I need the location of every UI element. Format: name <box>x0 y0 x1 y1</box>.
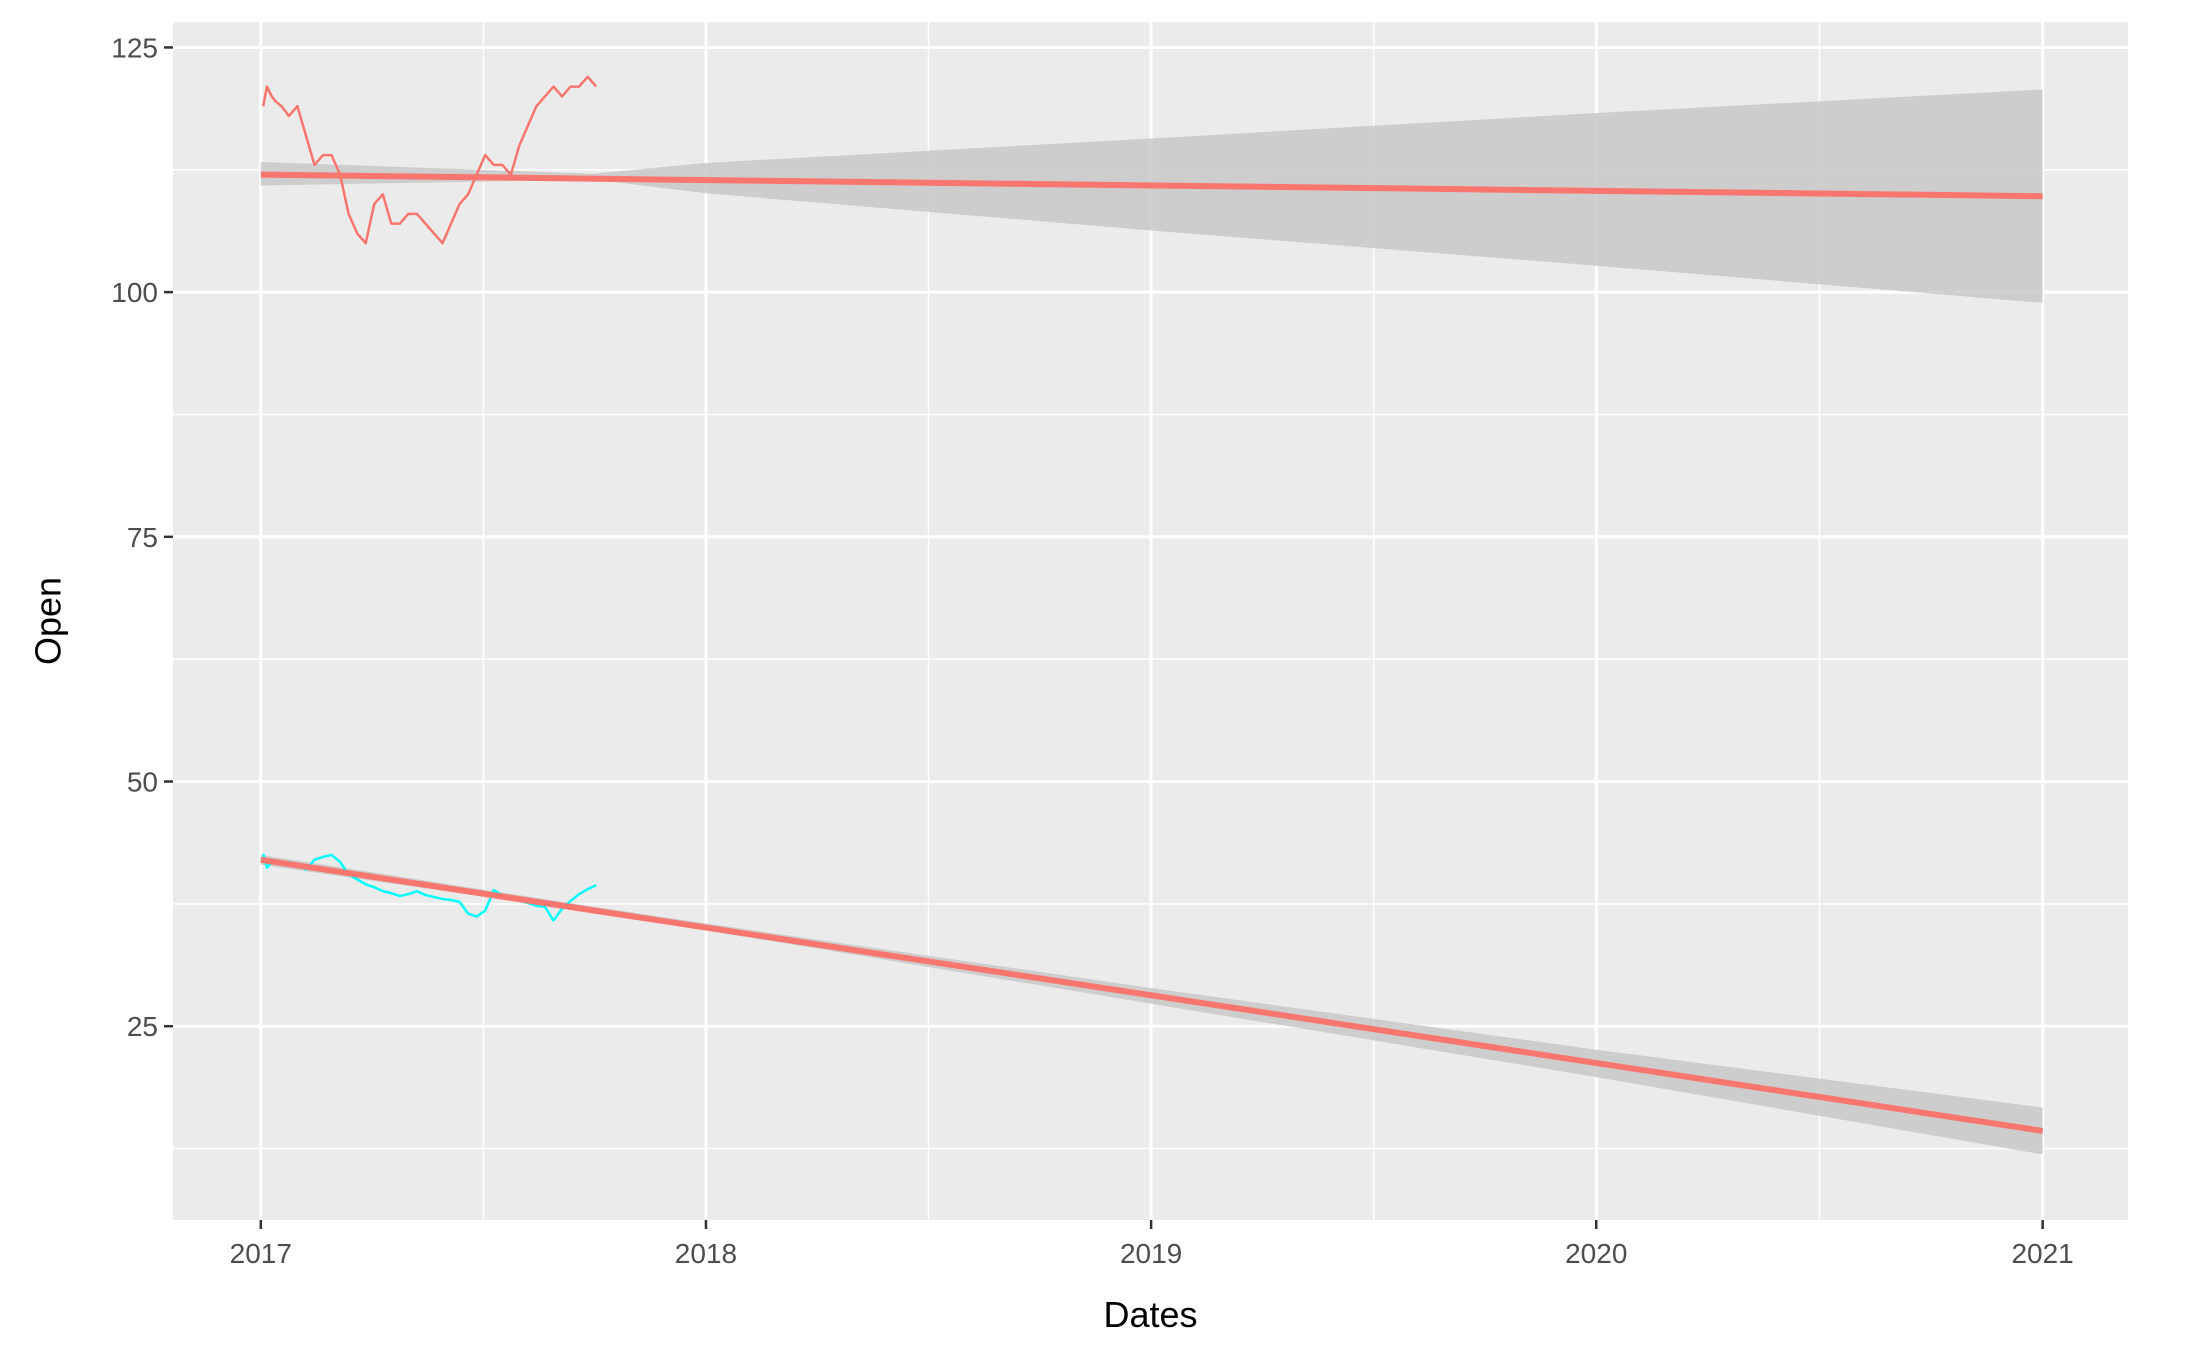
x-axis-title: Dates <box>1103 1294 1197 1335</box>
data-series <box>262 75 598 922</box>
series-line-2 <box>262 853 597 922</box>
grid-major <box>173 22 2128 1220</box>
x-axis: 2017 2018 2019 2020 2021 <box>230 1220 2074 1269</box>
trend-line-2 <box>260 856 2044 1134</box>
series-line-1 <box>262 75 598 245</box>
y-axis: 25 50 75 100 125 <box>111 32 173 1042</box>
y-tick-label: 100 <box>111 277 158 308</box>
trend-line-1 <box>260 171 2043 200</box>
x-tick-label: 2019 <box>1120 1238 1182 1269</box>
x-tick-label: 2018 <box>675 1238 737 1269</box>
y-tick-label: 25 <box>127 1011 158 1042</box>
x-tick-label: 2020 <box>1565 1238 1627 1269</box>
confidence-band-1 <box>260 89 2043 303</box>
x-tick-label: 2021 <box>2011 1238 2073 1269</box>
y-tick-label: 75 <box>127 522 158 553</box>
y-tick-label: 50 <box>127 767 158 798</box>
x-tick-label: 2017 <box>230 1238 292 1269</box>
trend-lines <box>260 171 2044 1134</box>
y-tick-label: 125 <box>111 32 158 63</box>
y-axis-title: Open <box>28 577 69 665</box>
